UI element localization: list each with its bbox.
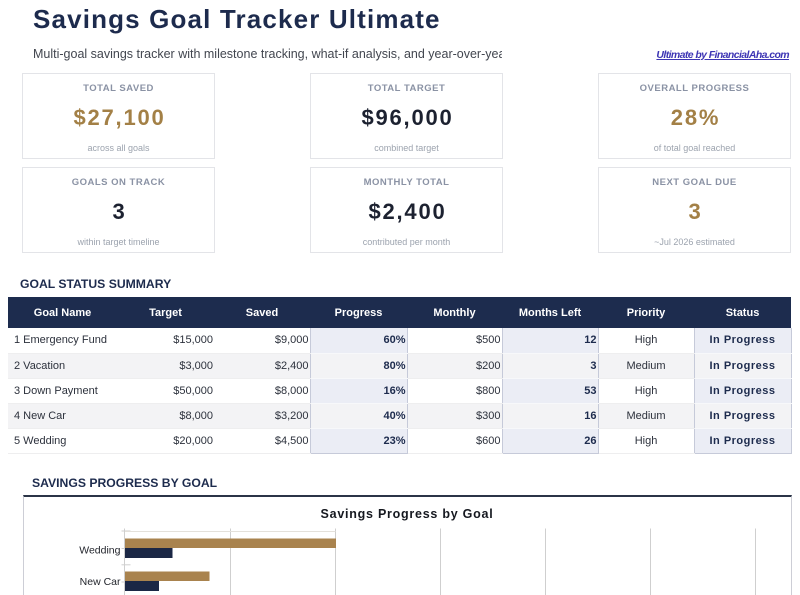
svg-text:Wedding: Wedding xyxy=(79,544,120,556)
svg-text:New Car: New Car xyxy=(79,576,120,588)
